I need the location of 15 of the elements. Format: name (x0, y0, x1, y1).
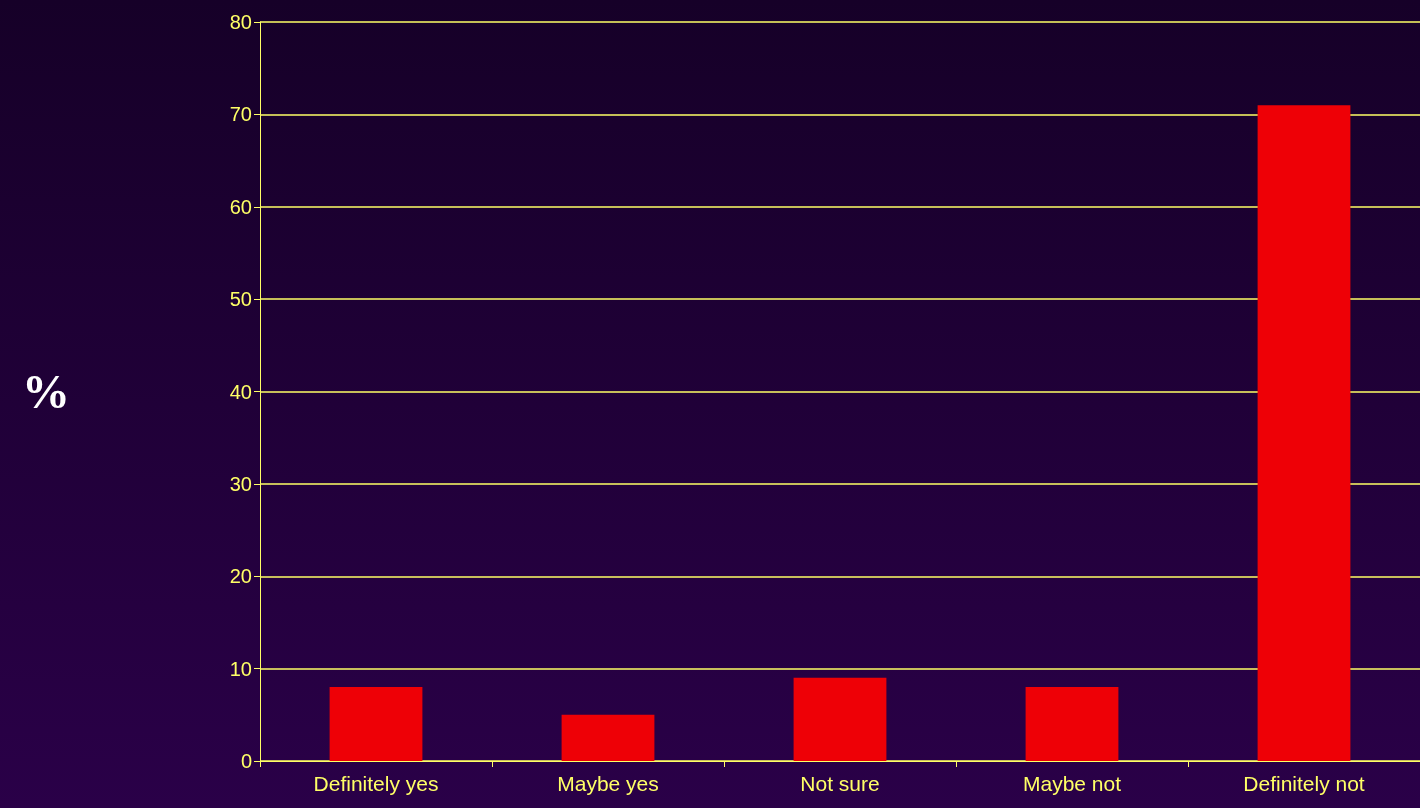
x-tick-label: Maybe not (1022, 772, 1122, 795)
x-tick-label: Definitely not (1243, 772, 1365, 795)
y-tick-label: 20 (229, 565, 252, 588)
x-tick-label: Not sure (800, 772, 880, 795)
y-tick-label: 40 (229, 380, 252, 403)
x-tick-label: Definitely yes (313, 772, 439, 795)
y-tick-label: 80 (229, 11, 252, 33)
y-tick-label: 10 (229, 657, 252, 680)
x-tick-label: Maybe yes (557, 772, 659, 795)
y-tick-label: 50 (229, 288, 252, 311)
y-tick-label: 30 (229, 472, 252, 495)
y-tick-label: 60 (229, 195, 252, 218)
y-tick-label: 70 (229, 103, 252, 126)
y-axis-title: % (22, 365, 70, 418)
y-tick-label: 0 (240, 750, 252, 772)
